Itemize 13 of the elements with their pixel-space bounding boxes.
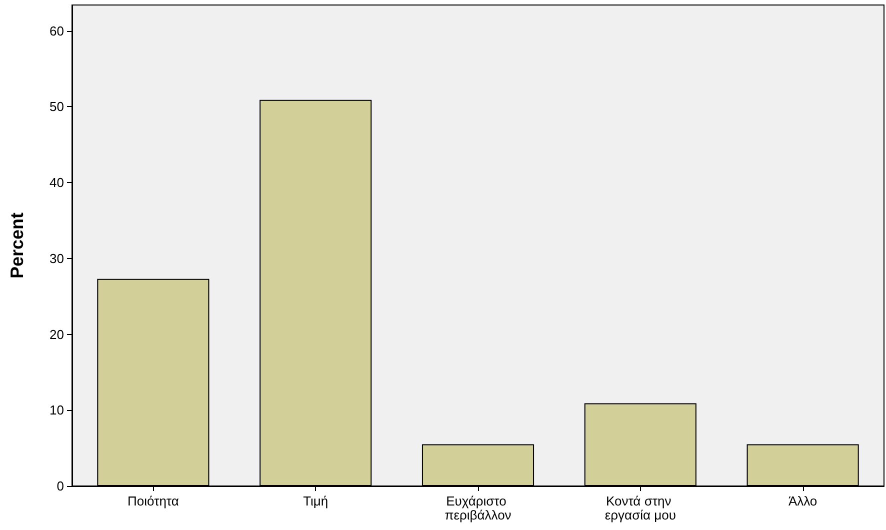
y-tick-label: 30 bbox=[50, 250, 64, 266]
x-tick-label: Άλλο bbox=[788, 494, 818, 508]
y-tick-label: 50 bbox=[50, 99, 64, 114]
y-axis-title: Percent bbox=[7, 212, 27, 279]
x-tick-label: Ευχάριστο περιβάλλον bbox=[444, 494, 512, 522]
y-tick-label: 40 bbox=[50, 175, 64, 190]
x-tick-label: Τιμή bbox=[303, 494, 328, 508]
x-tick-label: Ποιότητα bbox=[128, 494, 180, 508]
x-tick-label: Κοντά στην εργασία μου bbox=[604, 494, 676, 522]
y-tick-label: 0 bbox=[56, 478, 64, 494]
y-tick-label: 20 bbox=[50, 326, 64, 342]
y-tick-label: 10 bbox=[50, 402, 64, 418]
y-tick-label: 60 bbox=[50, 23, 64, 38]
